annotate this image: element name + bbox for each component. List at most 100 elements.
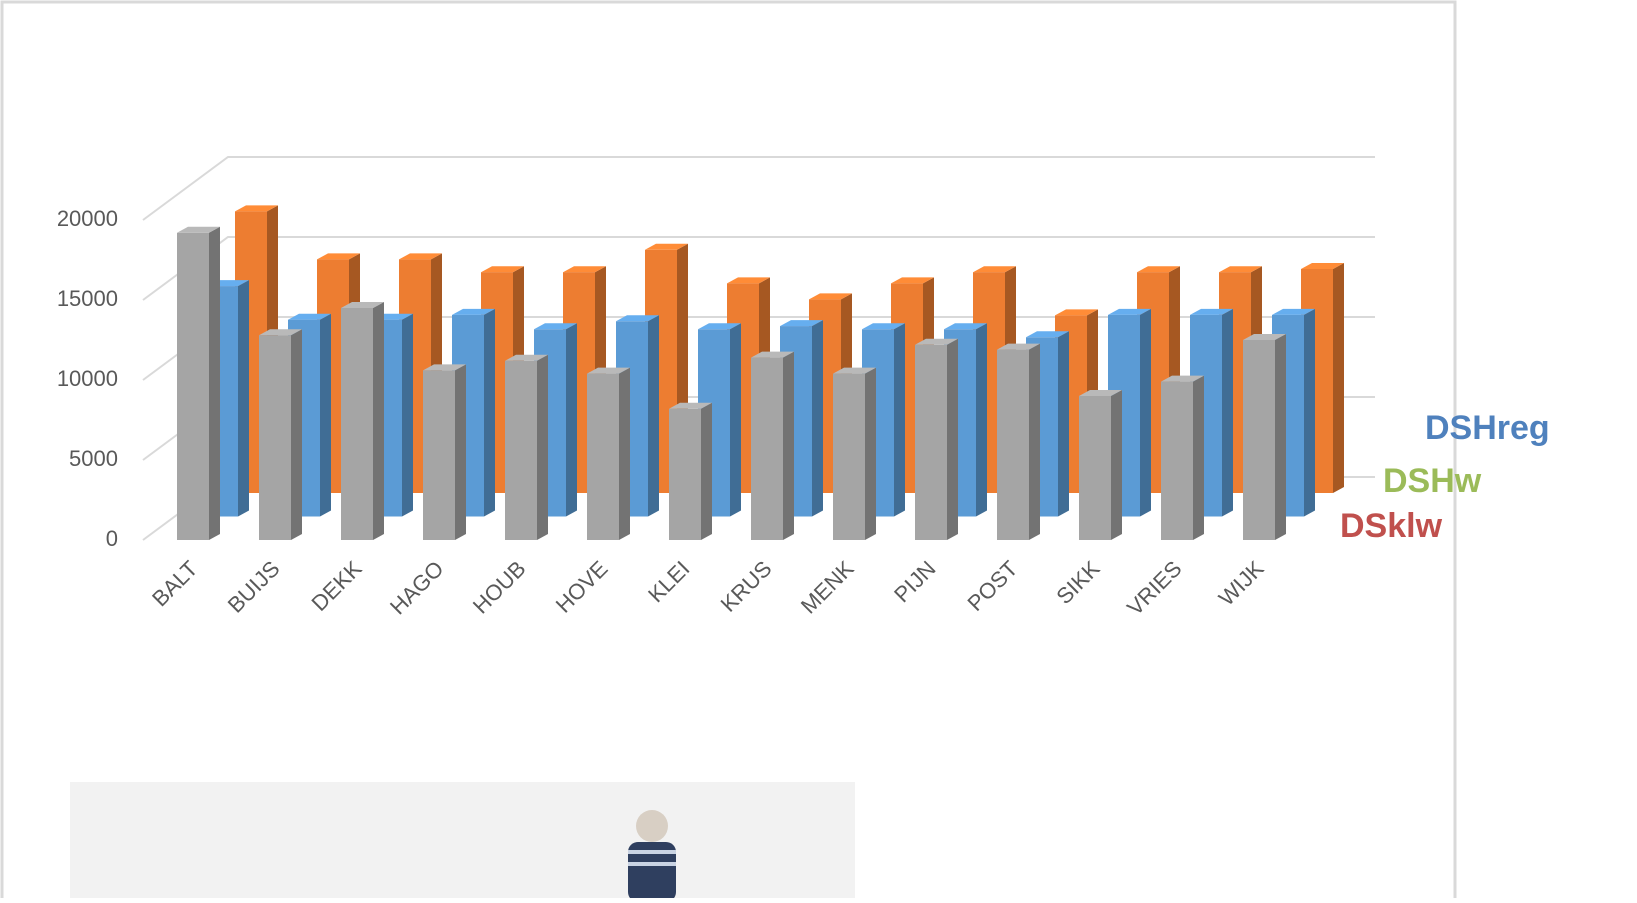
bar (259, 329, 302, 540)
bar-top (1161, 375, 1204, 382)
bar-side (783, 351, 794, 540)
bar-side (238, 280, 249, 517)
bar-top (780, 320, 823, 327)
y-tick-label: 0 (106, 526, 118, 551)
bar-top (809, 293, 852, 300)
y-tick-label: 20000 (57, 206, 118, 231)
bar-side (402, 313, 413, 517)
bar (669, 402, 712, 540)
y-tick-label: 5000 (69, 446, 118, 471)
x-tick-label: MENK (796, 556, 859, 619)
bar (997, 343, 1040, 540)
x-tick-label: PIJN (889, 556, 940, 607)
bar-side (648, 315, 659, 517)
bar-face (1161, 381, 1193, 540)
x-tick-label: POST (962, 556, 1022, 616)
x-tick-label: KLEI (643, 556, 694, 607)
bar-top (1272, 308, 1315, 315)
bar-side (894, 323, 905, 517)
bar-top (341, 302, 384, 308)
bar-top (1301, 263, 1344, 269)
bar-face (1243, 340, 1275, 540)
bar-top (973, 266, 1016, 273)
bar-top (452, 308, 495, 315)
bars (177, 205, 1344, 541)
bar-top (862, 323, 905, 330)
bar-side (701, 402, 712, 540)
bar-face (259, 335, 291, 540)
bar-side (1193, 375, 1204, 540)
bar-top (616, 315, 659, 322)
bar (177, 226, 220, 541)
bar (1079, 390, 1122, 540)
bar-side (1058, 331, 1069, 517)
bar-top (727, 277, 770, 284)
bar (452, 308, 495, 517)
bar-side (947, 338, 958, 540)
grid-line (142, 236, 1375, 301)
bar-side (1029, 343, 1040, 540)
bar-top (645, 243, 688, 250)
bar-face (669, 408, 701, 540)
x-tick-label: SIKK (1051, 556, 1104, 609)
bar-side (566, 323, 577, 517)
bar-side (1275, 334, 1286, 540)
photo (70, 782, 855, 902)
x-tick-label: VRIES (1122, 556, 1186, 620)
bar-face (505, 360, 537, 540)
bar-face (177, 232, 209, 541)
x-tick-label: DEKK (306, 556, 366, 616)
bar-top (1026, 331, 1069, 338)
bar-side (537, 354, 548, 540)
bar-side (291, 329, 302, 540)
bar (505, 354, 548, 540)
bar-top (1219, 266, 1262, 273)
legend-entry: DSHreg (1425, 409, 1550, 447)
grid-line (142, 156, 1375, 221)
bar-side (1111, 390, 1122, 540)
bar-side (484, 308, 495, 517)
bar-top (1079, 390, 1122, 396)
bar-face (751, 357, 783, 540)
legend-entry: DSHw (1383, 462, 1482, 500)
bar (288, 313, 331, 517)
bar (751, 351, 794, 540)
x-tick-label: KRUS (716, 556, 777, 617)
bar-side (730, 323, 741, 517)
bar-top (891, 277, 934, 284)
bar-top (423, 364, 466, 371)
bar-top (915, 338, 958, 345)
bar-face (423, 370, 455, 540)
bar-top (1108, 308, 1151, 315)
bar-face (915, 344, 947, 540)
bar-side (619, 367, 630, 540)
bar-top (259, 329, 302, 336)
bar-face (587, 373, 619, 540)
bar-top (698, 323, 741, 330)
bar (423, 364, 466, 540)
bar-side (976, 323, 987, 517)
bar-face (997, 349, 1029, 540)
legend-entry: DSklw (1340, 507, 1443, 545)
bar-face (833, 373, 865, 540)
bar-top (587, 367, 630, 374)
bar-side (1222, 308, 1233, 517)
bar (1243, 334, 1286, 540)
bar-top (1055, 309, 1098, 316)
x-tick-label: HAGO (385, 556, 448, 619)
bar-side (1333, 263, 1344, 493)
bar-top (235, 205, 278, 212)
bar (341, 302, 384, 540)
bar-side (209, 226, 220, 541)
x-tick-label: HOUB (468, 556, 531, 619)
bar-face (341, 308, 373, 540)
bar-top (481, 266, 524, 273)
bar-top (177, 226, 220, 233)
bar (587, 367, 630, 540)
x-tick-label: BALT (147, 556, 202, 611)
bar-side (320, 313, 331, 517)
bar-side (865, 367, 876, 540)
bar-top (1243, 334, 1286, 340)
